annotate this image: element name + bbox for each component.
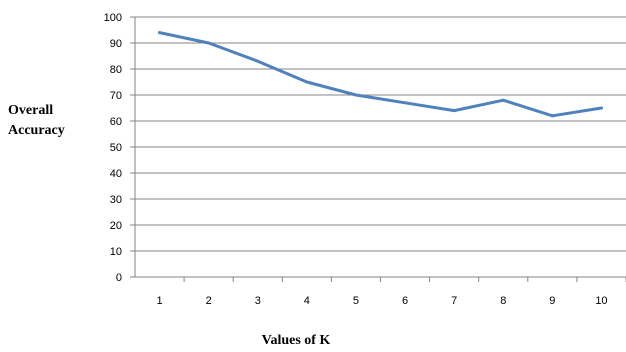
y-tick-label-20: 20: [110, 220, 122, 232]
y-tick-label-80: 80: [110, 64, 122, 76]
y-axis-title-line-1: Overall: [8, 103, 53, 118]
x-tick-labels: 1 2 3 4 5 6 7 8 9 10: [156, 295, 607, 307]
x-tick-label-9: 9: [549, 295, 555, 307]
data-point-7: [452, 109, 456, 113]
y-tick-labels: 0 10 20 30 40 50 60 70 80 90 100: [104, 12, 122, 284]
x-tick-label-4: 4: [304, 295, 310, 307]
y-tick-label-10: 10: [110, 246, 122, 258]
series-line-1: [158, 31, 603, 118]
y-axis-title-line-2: Accuracy: [8, 123, 65, 138]
y-tick-label-100: 100: [104, 12, 122, 24]
y-tick-label-30: 30: [110, 194, 122, 206]
data-point-2: [207, 41, 211, 45]
x-tick-label-7: 7: [451, 295, 457, 307]
x-axis-title: Values of K: [262, 333, 331, 348]
x-tick-label-10: 10: [595, 295, 607, 307]
y-tick-label-60: 60: [110, 116, 122, 128]
x-tick-label-5: 5: [353, 295, 359, 307]
data-point-6: [403, 101, 407, 105]
data-point-3: [256, 59, 260, 63]
data-point-10: [599, 106, 603, 110]
data-point-5: [354, 93, 358, 97]
x-tick-label-3: 3: [255, 295, 261, 307]
data-point-9: [550, 114, 554, 118]
y-tick-label-0: 0: [116, 272, 122, 284]
data-point-4: [305, 80, 309, 84]
x-tick-label-8: 8: [500, 295, 506, 307]
series-lines: [158, 31, 603, 118]
x-tick-label-2: 2: [206, 295, 212, 307]
axes: [130, 16, 626, 282]
y-tick-label-50: 50: [110, 142, 122, 154]
data-point-1: [158, 31, 162, 35]
x-tick-label-6: 6: [402, 295, 408, 307]
y-tick-label-40: 40: [110, 168, 122, 180]
y-tick-label-70: 70: [110, 90, 122, 102]
gridlines: [135, 16, 626, 252]
x-tick-label-1: 1: [156, 295, 162, 307]
y-tick-label-90: 90: [110, 38, 122, 50]
data-point-8: [501, 98, 505, 102]
